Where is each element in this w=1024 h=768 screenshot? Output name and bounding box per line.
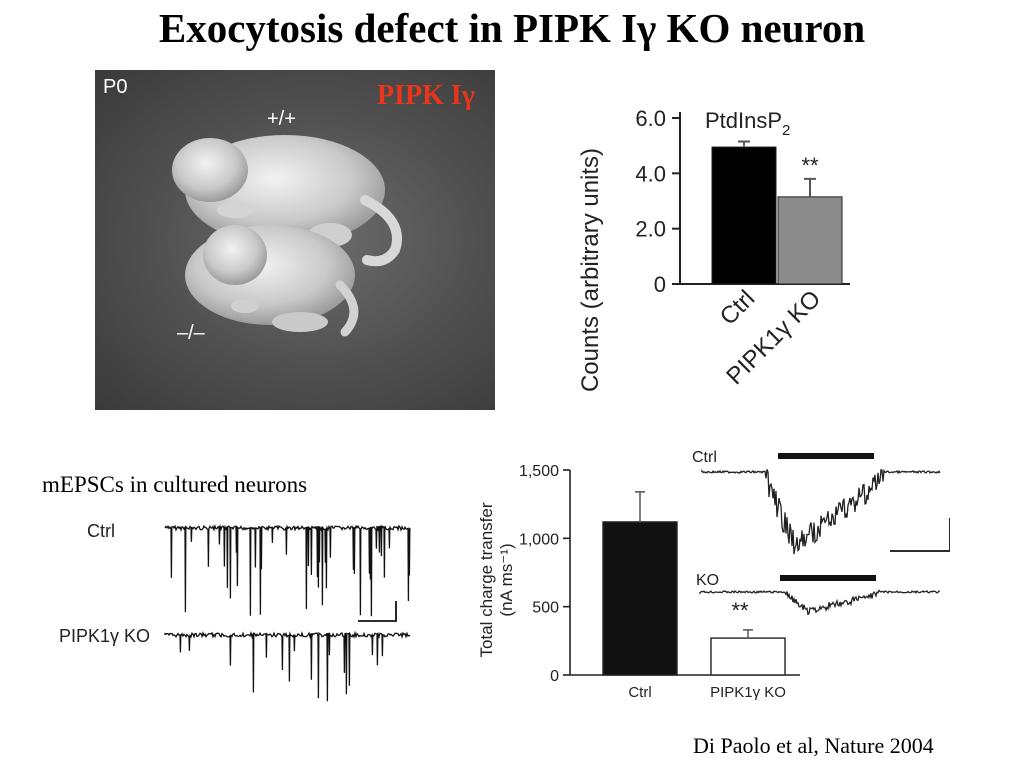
y-axis-label: Counts (arbitrary units) bbox=[577, 148, 604, 392]
y-tick-label: 4.0 bbox=[635, 161, 666, 186]
page-title: Exocytosis defect in PIPK Iγ KO neuron bbox=[158, 5, 866, 51]
pipk-overlay-label: PIPK Iγ bbox=[377, 80, 475, 111]
trace-label-ko: KO bbox=[696, 572, 719, 589]
ko-mepsc-trace bbox=[164, 630, 411, 702]
bar-1 bbox=[710, 637, 786, 676]
scale-bar bbox=[358, 601, 397, 622]
wildtype-pup bbox=[172, 135, 402, 267]
knockout-pup bbox=[185, 225, 359, 337]
scale-bar bbox=[890, 518, 950, 552]
ctrl-current-trace bbox=[701, 468, 941, 555]
citation: Di Paolo et al, Nature 2004 bbox=[693, 733, 934, 758]
wildtype-label: +/+ bbox=[267, 108, 296, 130]
y-axis-label-line2: (nA ms⁻¹) bbox=[497, 543, 516, 616]
pup-photo: P0 +/+ –/– bbox=[95, 70, 495, 410]
stimulus-bar-ctrl bbox=[778, 453, 874, 459]
age-label: P0 bbox=[103, 76, 128, 98]
trace-label-ctrl: Ctrl bbox=[87, 521, 115, 541]
bar-0 bbox=[602, 521, 678, 676]
title-subscript: 2 bbox=[782, 122, 790, 139]
x-category-label: Ctrl bbox=[628, 684, 651, 701]
knockout-label: –/– bbox=[177, 322, 205, 344]
y-tick-label: 500 bbox=[532, 600, 559, 617]
x-category-label: Ctrl bbox=[715, 285, 760, 330]
stimulus-bar-ko bbox=[780, 575, 876, 581]
pup-illustration bbox=[172, 135, 402, 337]
y-tick-label: 2.0 bbox=[635, 217, 666, 242]
bar-1 bbox=[777, 196, 843, 285]
y-tick-label: 1,500 bbox=[519, 463, 559, 480]
y-axis-label-line1: Total charge transfer bbox=[477, 502, 496, 657]
trace-label-ctrl: Ctrl bbox=[692, 449, 717, 466]
bar-0 bbox=[711, 146, 777, 285]
charge-transfer-traces: Ctrl KO bbox=[692, 449, 950, 616]
y-tick-label: 1,000 bbox=[519, 531, 559, 548]
y-tick-label: 6.0 bbox=[635, 106, 666, 131]
y-tick-label: 0 bbox=[550, 668, 559, 685]
trace-label-ko: PIPK1γ KO bbox=[59, 626, 150, 646]
x-category-label: PIPK1γ KO bbox=[710, 684, 786, 701]
significance-marker: ** bbox=[801, 153, 819, 178]
y-tick-label: 0 bbox=[654, 272, 666, 297]
chart-title: PtdInsP2 bbox=[705, 108, 790, 139]
mepsc-caption: mEPSCs in cultured neurons bbox=[42, 472, 308, 497]
significance-marker: ** bbox=[731, 598, 749, 623]
charge-transfer-chart: ** 0 500 1,000 1,500 Ctrl PIPK1γ KO Total ch… bbox=[477, 463, 800, 701]
ko-current-trace bbox=[699, 589, 941, 616]
mepsc-traces: Ctrl PIPK1γ KO bbox=[59, 521, 411, 702]
ctrl-mepsc-trace bbox=[164, 523, 411, 617]
